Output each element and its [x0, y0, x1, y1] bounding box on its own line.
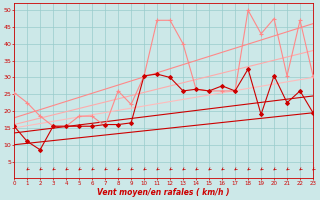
X-axis label: Vent moyen/en rafales ( km/h ): Vent moyen/en rafales ( km/h ) — [97, 188, 230, 197]
